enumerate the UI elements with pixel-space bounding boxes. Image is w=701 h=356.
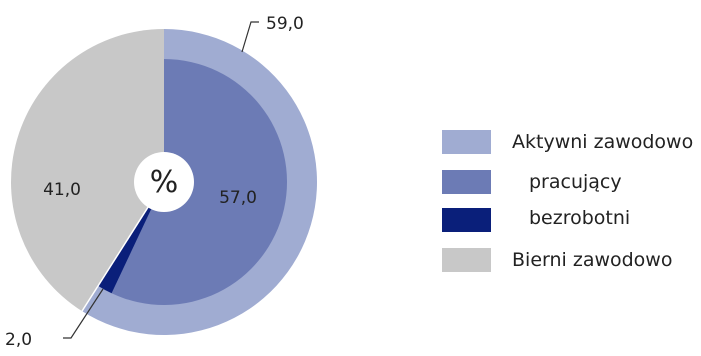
legend-label-pracujacy: pracujący: [529, 171, 622, 193]
legend-swatch-bezrobotni: [442, 208, 491, 232]
legend-swatch-aktywni: [442, 130, 491, 154]
legend-label-bezrobotni: bezrobotni: [529, 207, 631, 229]
legend-label-bierni: Bierni zawodowo: [512, 249, 673, 271]
value-label-pracujacy: 57,0: [219, 188, 257, 208]
slice-pracujacy: [111, 59, 288, 306]
slice-bezrobotni: [98, 182, 164, 294]
callout-line-bezrobotni: [63, 288, 104, 339]
legend-label-aktywni: Aktywni zawodowo: [512, 131, 694, 153]
slice-bierni-zawodowo: [11, 29, 164, 312]
center-circle: [134, 152, 194, 212]
legend-swatch-pracujacy: [442, 170, 491, 194]
value-label-aktywni: 59,0: [266, 14, 304, 34]
value-label-bierni: 41,0: [43, 180, 81, 200]
callout-line-aktywni: [241, 21, 259, 53]
value-label-bezrobotni: 2,0: [5, 330, 32, 350]
legend-swatch-bierni: [442, 248, 491, 272]
center-label: %: [150, 165, 179, 200]
